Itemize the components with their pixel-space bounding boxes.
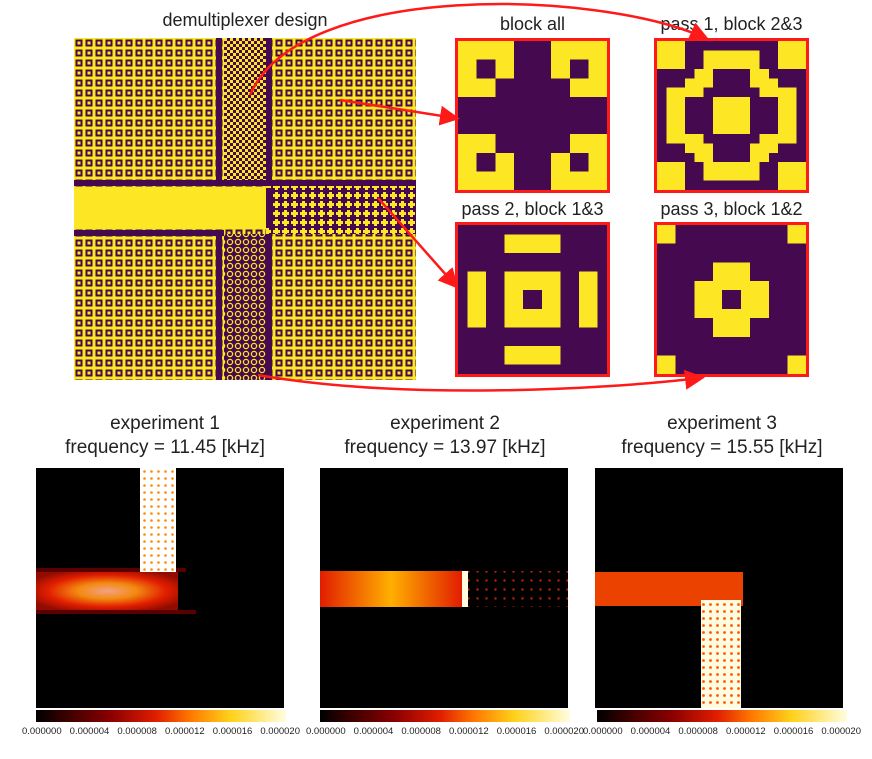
colorbar-3-tick: 0.000020 [821,726,861,737]
heatmap-1-vertical-band [140,468,176,572]
colorbar-2: 0.000000 0.000004 0.000008 0.000012 0.00… [306,710,584,737]
colorbar-1-tick: 0.000012 [165,726,205,737]
tile-pass1 [654,38,809,193]
colorbar-3-tick: 0.000012 [726,726,766,737]
colorbar-2-tick: 0.000016 [496,726,537,737]
tile-pass3 [654,222,809,377]
colorbar-1-ticks: 0.000000 0.000004 0.000008 0.000012 0.00… [22,726,300,737]
experiment-1-name: experiment 1 [110,413,220,434]
colorbar-3-tick: 0.000016 [773,726,814,737]
experiment-3-title: experiment 3 frequency = 15.55 [kHz] [612,412,832,460]
colorbar-1-tick: 0.000020 [260,726,300,737]
colorbar-3-ticks: 0.000000 0.000004 0.000008 0.000012 0.00… [583,726,861,737]
heatmap-experiment-2 [320,468,568,708]
colorbar-2-ticks: 0.000000 0.000004 0.000008 0.000012 0.00… [306,726,584,737]
design-pass1-channel [224,38,266,186]
colorbar-2-tick: 0.000000 [306,726,346,737]
experiment-1-frequency: frequency = 11.45 [kHz] [65,437,265,458]
colorbar-1: 0.000000 0.000004 0.000008 0.000012 0.00… [22,710,300,737]
heatmap-experiment-1 [36,468,284,708]
experiment-3-frequency: frequency = 15.55 [kHz] [621,437,823,458]
tile-block-all [455,38,610,193]
colorbar-1-gradient [36,710,286,722]
design-title: demultiplexer design [162,10,328,30]
experiment-1-title: experiment 1 frequency = 11.45 [kHz] [60,412,270,460]
design-input-waveguide [74,188,266,228]
heatmap-experiment-3 [595,468,843,708]
tile-label-pass1: pass 1, block 2&3 [660,14,803,34]
colorbar-2-tick: 0.000020 [544,726,584,737]
colorbar-1-tick: 0.000000 [22,726,62,737]
colorbar-3: 0.000000 0.000004 0.000008 0.000012 0.00… [583,710,861,737]
demultiplexer-design-image [74,38,416,380]
tile-label-block-all: block all [499,14,566,34]
colorbar-1-tick: 0.000004 [69,726,110,737]
colorbar-3-tick: 0.000004 [630,726,671,737]
heatmap-3-vertical-band [701,600,741,708]
colorbar-1-tick: 0.000016 [212,726,253,737]
design-pass3-channel [224,234,266,380]
experiment-3-name: experiment 3 [667,413,777,434]
experiment-2-name: experiment 2 [390,413,500,434]
colorbar-2-tick: 0.000012 [449,726,489,737]
colorbar-3-tick: 0.000000 [583,726,623,737]
colorbar-2-tick: 0.000004 [353,726,394,737]
colorbar-3-tick: 0.000008 [678,726,718,737]
colorbar-3-gradient [597,710,847,722]
tile-pass2 [455,222,610,377]
tile-label-pass3: pass 3, block 1&2 [660,199,803,219]
design-pass2-channel [266,186,416,234]
colorbar-1-tick: 0.000008 [117,726,157,737]
heatmap-2-horizontal-band [320,571,462,607]
experiment-2-frequency: frequency = 13.97 [kHz] [344,437,546,458]
colorbar-2-gradient [320,710,570,722]
colorbar-2-tick: 0.000008 [401,726,441,737]
experiment-2-title: experiment 2 frequency = 13.97 [kHz] [335,412,555,460]
tile-label-pass2: pass 2, block 1&3 [461,199,604,219]
